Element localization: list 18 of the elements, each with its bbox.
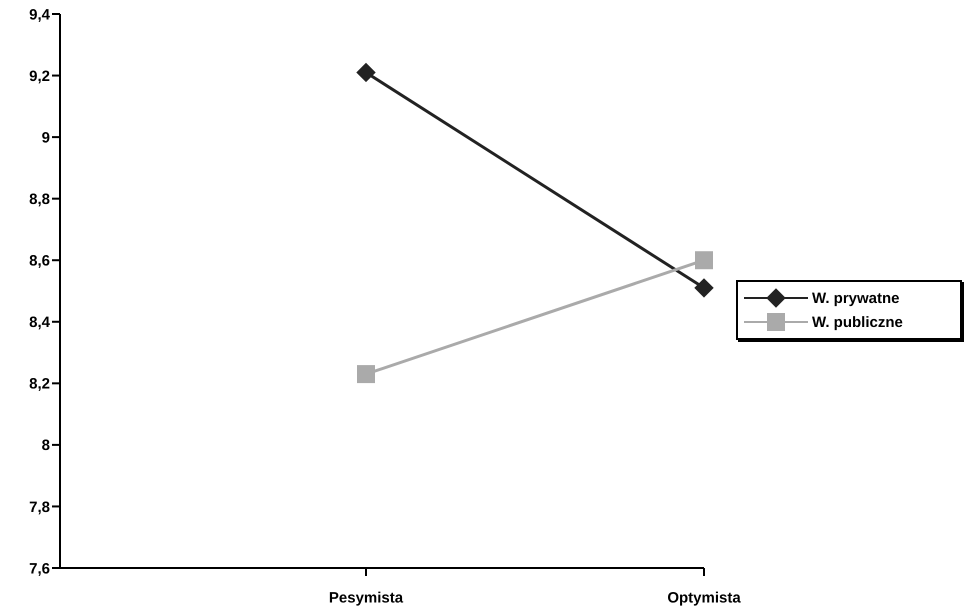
y-tick-label: 8,6 (29, 252, 50, 270)
point (694, 278, 714, 298)
legend-label: W. prywatne (812, 290, 900, 306)
y-tick-label: 7,6 (29, 560, 50, 578)
legend-label: W. publiczne (812, 314, 903, 330)
x-tick-label: Pesymista (328, 590, 404, 607)
point (356, 62, 376, 82)
x-tick-label: Optymista (667, 590, 742, 607)
y-tick-label: 9,2 (29, 68, 50, 85)
point (357, 365, 375, 384)
y-tick-label: 8,2 (29, 376, 50, 393)
y-tick-label: 9 (42, 129, 50, 146)
y-tick-label: 8 (42, 437, 50, 454)
point (695, 251, 713, 270)
y-tick-label: 9,4 (29, 6, 51, 24)
y-tick-label: 7,8 (29, 498, 50, 516)
y-tick-label: 8,4 (29, 314, 51, 332)
y-tick-label: 8,8 (29, 190, 50, 208)
